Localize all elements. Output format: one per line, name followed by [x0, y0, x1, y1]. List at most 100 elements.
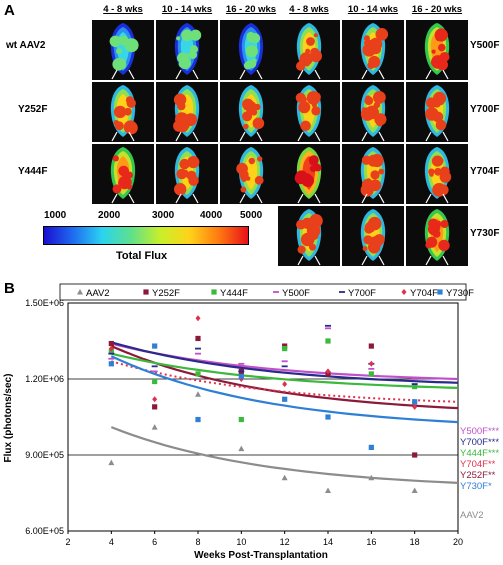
- x-tick-label: 8: [195, 537, 200, 547]
- row-label-wt-aav2: wt AAV2: [6, 40, 46, 51]
- col-header-left-3: 16 - 20 wks: [225, 4, 277, 15]
- legend-label: AAV2: [86, 288, 110, 299]
- legend-label: Y444F: [220, 288, 248, 299]
- chart-axes: [67, 302, 459, 534]
- data-point: [195, 371, 201, 377]
- row-label-y444f: Y444F: [18, 166, 48, 177]
- data-point: [238, 445, 245, 452]
- trend-label-y730f: Y730F*: [460, 481, 492, 492]
- data-point: [108, 361, 114, 367]
- colorbar-tick: 5000: [240, 210, 263, 221]
- mouse-image: [278, 82, 340, 142]
- legend-item: Y500F: [273, 288, 310, 299]
- x-tick-label: 18: [410, 537, 420, 547]
- data-point: [238, 416, 244, 423]
- data-point: [325, 368, 331, 375]
- x-axis-label: Weeks Post-Transplantation: [194, 550, 328, 561]
- mouse-image: [342, 20, 404, 80]
- x-tick-label: 12: [280, 537, 290, 547]
- data-point: [108, 357, 115, 360]
- x-tick-label: 2: [65, 537, 70, 547]
- legend-marker: [437, 289, 443, 295]
- mouse-image: [156, 20, 218, 80]
- data-point: [368, 367, 375, 370]
- x-tick-label: 14: [323, 537, 333, 547]
- data-point: [281, 365, 288, 368]
- legend-label: Y500F: [282, 288, 310, 299]
- panel-b-letter: B: [4, 280, 15, 297]
- trend-label-y704f: Y704F**: [460, 459, 496, 470]
- chart-legend: AAV2 Y252F Y444F Y500F Y700F Y704F Y730F: [59, 283, 474, 301]
- legend-marker: [339, 291, 345, 293]
- data-point: [368, 343, 374, 349]
- data-point: [195, 352, 201, 355]
- data-point: [325, 414, 331, 420]
- legend-marker: [143, 289, 149, 295]
- col-header-right-2: 10 - 14 wks: [347, 4, 399, 15]
- legend-marker: [77, 289, 83, 295]
- legend-item: Y252F: [143, 288, 180, 299]
- mouse-image: [406, 144, 468, 204]
- mouse-image: [220, 82, 282, 142]
- panel-a-letter: A: [4, 2, 15, 19]
- mouse-image: [278, 144, 340, 204]
- legend-marker: [211, 289, 217, 295]
- data-point: [151, 370, 158, 373]
- data-point: [368, 360, 374, 367]
- trendline-y444f: [111, 352, 459, 389]
- mouse-image: [278, 206, 340, 266]
- data-point: [238, 373, 244, 380]
- data-point: [282, 346, 288, 352]
- legend-marker: [401, 289, 407, 295]
- data-point: [195, 315, 201, 322]
- x-tick-label: 6: [152, 537, 157, 547]
- mouse-image: [92, 144, 154, 204]
- data-point: [152, 343, 158, 349]
- mouse-image: [406, 20, 468, 80]
- data-point: [108, 352, 115, 355]
- data-point: [325, 327, 331, 330]
- colorbar-tick: 1000: [44, 210, 67, 221]
- data-point: [411, 487, 418, 493]
- data-point: [152, 396, 158, 403]
- mouse-image: [92, 82, 154, 142]
- colorbar: [43, 226, 249, 245]
- chart-points: [108, 315, 418, 493]
- chart-trend-labels: AAV2 Y252F** Y444F*** Y500F***Y700F*** Y704F…: [460, 426, 499, 521]
- legend-label: Y252F: [152, 288, 180, 299]
- legend-item: Y704F: [401, 288, 438, 299]
- data-point: [195, 335, 201, 342]
- data-point: [368, 474, 375, 481]
- y-tick-label: 6.00E+05: [25, 526, 64, 536]
- chart-tick-labels: 6.00E+05 9.00E+05 1.20E+06 1.50E+06 2 4 6 8 10 12…: [25, 298, 463, 547]
- legend-item: Y444F: [211, 288, 248, 299]
- data-point: [238, 370, 245, 373]
- y-tick-label: 9.00E+05: [25, 450, 64, 460]
- mouse-image: [342, 82, 404, 142]
- col-header-right-1: 4 - 8 wks: [289, 4, 329, 15]
- trend-label-aav2: AAV2: [460, 510, 484, 521]
- mouse-image: [156, 144, 218, 204]
- mouse-image: [220, 144, 282, 204]
- trend-label-y444f: Y444F***: [460, 448, 499, 459]
- legend-item: Y700F: [339, 288, 376, 299]
- data-point: [195, 347, 201, 350]
- legend-item: AAV2: [77, 288, 110, 299]
- data-point: [411, 378, 418, 380]
- mouse-image: [342, 206, 404, 266]
- data-point: [282, 396, 288, 402]
- x-tick-label: 10: [236, 537, 246, 547]
- trend-label-y500f: Y500F***: [460, 426, 499, 437]
- colorbar-label: Total Flux: [116, 250, 168, 262]
- data-point: [152, 404, 158, 410]
- data-point: [411, 383, 418, 385]
- colorbar-tick: 2000: [98, 210, 121, 221]
- mouse-image: [220, 20, 282, 80]
- trendline-aav2: [110, 426, 459, 484]
- data-point: [108, 345, 114, 352]
- data-point: [368, 371, 374, 377]
- colorbar-tick: 4000: [200, 210, 223, 221]
- row-label-y252f: Y252F: [18, 104, 48, 115]
- legend-label: Y704F: [410, 288, 438, 299]
- trend-label-y700f: Y700F***: [460, 437, 499, 448]
